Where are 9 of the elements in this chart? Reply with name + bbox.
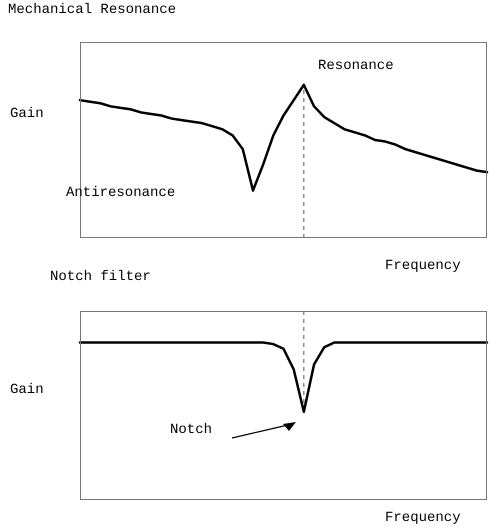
annotation: Antiresonance <box>66 185 176 201</box>
x-axis-title: Frequency <box>385 258 461 274</box>
annotation: Notch <box>170 422 212 438</box>
x-axis-title: Frequency <box>385 510 461 526</box>
y-axis-title: Gain <box>10 106 44 122</box>
text: Resonance <box>318 58 394 74</box>
y-axis-title: Gain <box>10 382 44 398</box>
chart-title: Notch filter <box>50 269 151 285</box>
chart-title: Mechanical Resonance <box>8 2 176 18</box>
